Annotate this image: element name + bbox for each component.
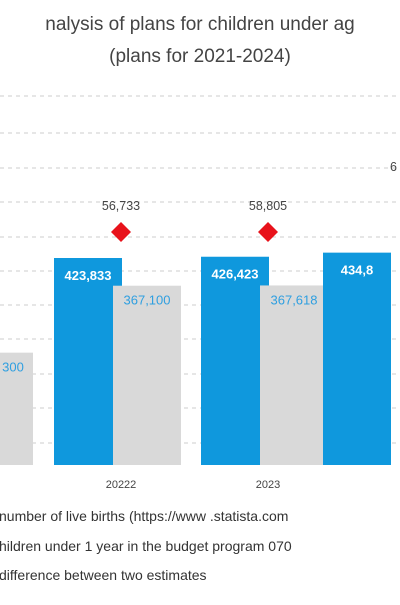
legend-entry: number of live births (https://www .stat…: [0, 508, 288, 524]
bar-plan-label: 434,8: [341, 263, 374, 278]
bar-estimate: [0, 352, 33, 465]
difference-marker: [258, 222, 278, 242]
legend-entry: difference between two estimates: [0, 567, 207, 583]
difference-label: 6: [390, 160, 397, 174]
difference-marker: [111, 222, 131, 242]
legend-entry: hildren under 1 year in the budget progr…: [0, 538, 292, 554]
label-layer: 300 423,833 367,100 56,733 426,423 367,618 58,…: [2, 160, 397, 375]
bar-estimate-label: 367,618: [271, 292, 318, 307]
legend-layer: number of live births (https://www .stat…: [0, 508, 292, 583]
difference-label: 58,805: [249, 199, 287, 213]
bar-plan: [54, 258, 122, 465]
bar-plan-label: 423,833: [65, 268, 112, 283]
bar-estimate-label: 300: [2, 360, 24, 375]
bar-estimate: [260, 285, 328, 465]
bar-plan: [323, 252, 391, 465]
bar-estimate-label: 367,100: [124, 293, 171, 308]
chart-title-line-1: nalysis of plans for children under ag: [45, 14, 354, 35]
difference-label: 56,733: [102, 199, 140, 213]
x-tick-label: 2023: [256, 479, 280, 491]
bar-plan: [201, 256, 269, 465]
chart-title-line-2: (plans for 2021-2024): [109, 46, 291, 67]
bar-layer: [0, 222, 391, 465]
x-tick-label: 20222: [106, 479, 137, 491]
bar-plan-label: 426,423: [212, 267, 259, 282]
bar-estimate: [113, 285, 181, 465]
axis-layer: 20222 2023: [106, 479, 281, 491]
